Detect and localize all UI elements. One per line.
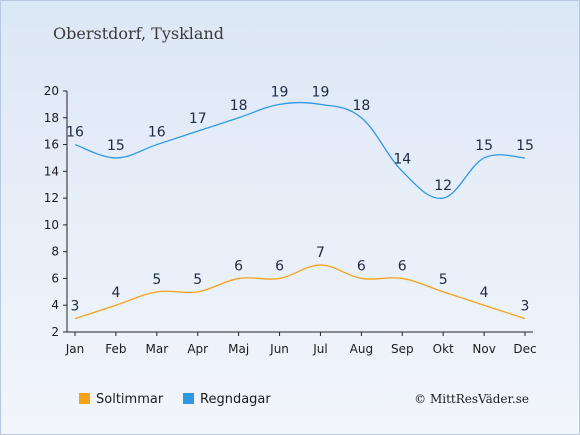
x-tick-label: Jan xyxy=(65,342,85,356)
x-tick-label: Nov xyxy=(472,342,495,356)
data-labels: 3 4 5 5 6 6 7 6 6 5 4 3 16 15 16 17 18 19 19 18 14 12 15 15 xyxy=(66,84,534,314)
data-label: 18 xyxy=(230,98,248,114)
y-tick-label: 4 xyxy=(51,298,59,312)
data-label: 18 xyxy=(352,98,370,114)
data-label: 4 xyxy=(480,285,489,301)
data-label: 4 xyxy=(111,285,120,301)
legend-swatch xyxy=(79,393,90,404)
x-tick-label: Feb xyxy=(105,342,126,356)
data-label: 15 xyxy=(516,138,534,154)
data-label: 15 xyxy=(475,138,493,154)
x-tick-label: Jun xyxy=(269,342,289,356)
y-tick-label: 8 xyxy=(51,245,59,259)
data-label: 16 xyxy=(148,125,166,141)
x-tick-label: Okt xyxy=(433,342,454,356)
copyright-text: © MittResVäder.se xyxy=(414,392,529,406)
x-tick-label: Apr xyxy=(187,342,208,356)
data-label: 15 xyxy=(107,138,125,154)
data-label: 6 xyxy=(234,258,243,274)
data-label: 19 xyxy=(271,84,289,100)
x-tick-label: Sep xyxy=(391,342,414,356)
data-label: 5 xyxy=(152,272,161,288)
axes: 2 4 6 8 10 12 14 16 18 20 Jan Feb Mar Apr Maj Jun Jul Aug… xyxy=(44,84,537,356)
data-label: 5 xyxy=(439,272,448,288)
data-label: 6 xyxy=(275,258,284,274)
y-tick-label: 10 xyxy=(44,218,59,232)
data-label: 17 xyxy=(189,111,207,127)
x-tick-label: Maj xyxy=(228,342,249,356)
y-tick-label: 20 xyxy=(44,84,59,98)
legend-label: Regndagar xyxy=(200,392,271,407)
x-tick-label: Mar xyxy=(145,342,168,356)
data-label: 14 xyxy=(393,151,411,167)
data-label: 3 xyxy=(521,299,530,315)
y-tick-label: 12 xyxy=(44,191,59,205)
data-label: 3 xyxy=(71,299,80,315)
y-tick-label: 2 xyxy=(51,325,59,339)
series-lines xyxy=(74,101,526,320)
data-label: 7 xyxy=(316,245,325,261)
data-label: 6 xyxy=(357,258,366,274)
data-label: 16 xyxy=(66,125,84,141)
y-tick-label: 16 xyxy=(44,138,59,152)
y-tick-label: 6 xyxy=(51,271,59,285)
x-tick-label: Dec xyxy=(513,342,536,356)
data-label: 5 xyxy=(193,272,202,288)
y-tick-label: 18 xyxy=(44,111,59,125)
data-label: 6 xyxy=(398,258,407,274)
data-label: 19 xyxy=(312,84,330,100)
legend-label: Soltimmar xyxy=(96,392,164,407)
legend-swatch xyxy=(183,393,194,404)
series-line-soltimmar xyxy=(74,264,526,320)
data-label: 12 xyxy=(434,178,452,194)
x-tick-label: Aug xyxy=(350,342,373,356)
chart-title: Oberstdorf, Tyskland xyxy=(53,24,224,43)
series-line-regndagar xyxy=(74,101,526,199)
y-tick-label: 14 xyxy=(44,164,59,178)
legend: Soltimmar Regndagar xyxy=(79,392,271,407)
x-tick-label: Jul xyxy=(312,342,327,356)
